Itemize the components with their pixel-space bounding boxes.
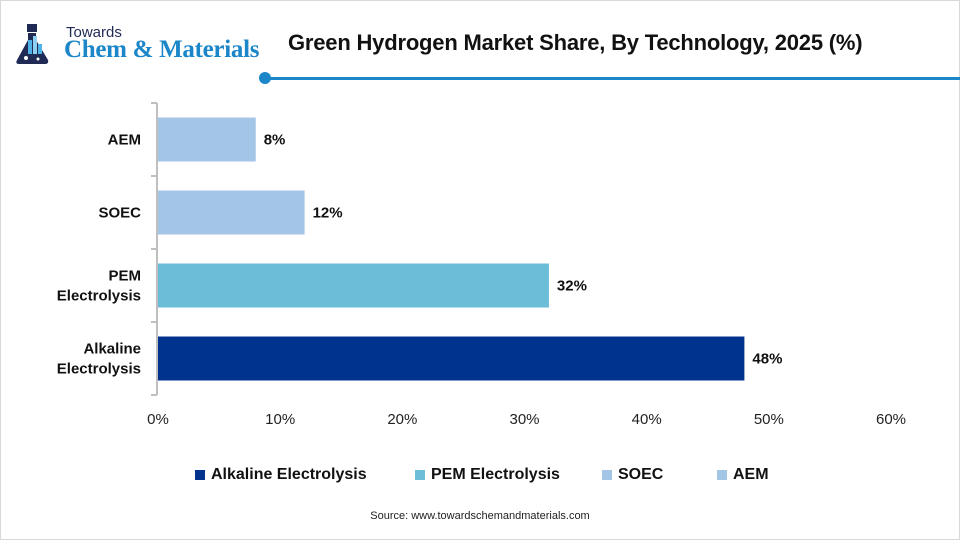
legend-swatch [415, 470, 425, 480]
legend-item: Alkaline Electrolysis [195, 466, 367, 484]
legend-label: Alkaline Electrolysis [211, 466, 367, 483]
legend-label: AEM [733, 466, 769, 483]
category-label: PEM Electrolysis [57, 268, 141, 305]
brand-line1: Towards [66, 24, 122, 41]
value-label: 32% [557, 278, 587, 295]
legend-swatch [602, 470, 612, 480]
category-label-line: SOEC [98, 205, 141, 222]
legend-item: AEM [717, 466, 769, 484]
bar-aem [158, 117, 256, 162]
legend-item: PEM Electrolysis [415, 466, 560, 484]
brand-line2: Chem & Materials [64, 36, 260, 63]
x-tick-label: 30% [509, 411, 539, 428]
bar-pem-electrolysis [158, 263, 549, 308]
bar-alkaline-electrolysis [158, 336, 745, 381]
chart-title: Green Hydrogen Market Share, By Technolo… [288, 30, 863, 55]
value-label: 48% [752, 351, 782, 368]
flask-icon [16, 24, 49, 64]
category-label-line: Electrolysis [57, 288, 141, 305]
x-tick-label: 60% [876, 411, 906, 428]
x-tick-label: 50% [754, 411, 784, 428]
legend-item: SOEC [602, 466, 663, 484]
category-label: AEM [108, 132, 141, 149]
bar-soec [158, 190, 305, 235]
chart-legend: Alkaline Electrolysis PEM Electrolysis SOE… [195, 466, 795, 486]
value-label: 8% [264, 132, 286, 149]
x-tick-label: 20% [387, 411, 417, 428]
legend-label: PEM Electrolysis [431, 466, 560, 483]
legend-swatch [717, 470, 727, 480]
category-label-line: AEM [108, 132, 141, 149]
x-tick-label: 0% [147, 411, 169, 428]
x-tick-label: 10% [265, 411, 295, 428]
category-label: SOEC [98, 205, 141, 222]
category-label-line: PEM [108, 268, 141, 285]
title-underline [265, 77, 960, 80]
brand-logo: Towards Chem & Materials [16, 20, 260, 70]
legend-label: SOEC [618, 466, 664, 483]
category-label-line: Electrolysis [57, 361, 141, 378]
legend-swatch [195, 470, 205, 480]
category-label: Alkaline Electrolysis [57, 341, 141, 378]
source-note: Source: www.towardschemandmaterials.com [370, 510, 590, 522]
category-label-line: Alkaline [83, 341, 141, 358]
x-tick-label: 40% [632, 411, 662, 428]
value-label: 12% [313, 205, 343, 222]
title-underline-dot [259, 72, 271, 84]
